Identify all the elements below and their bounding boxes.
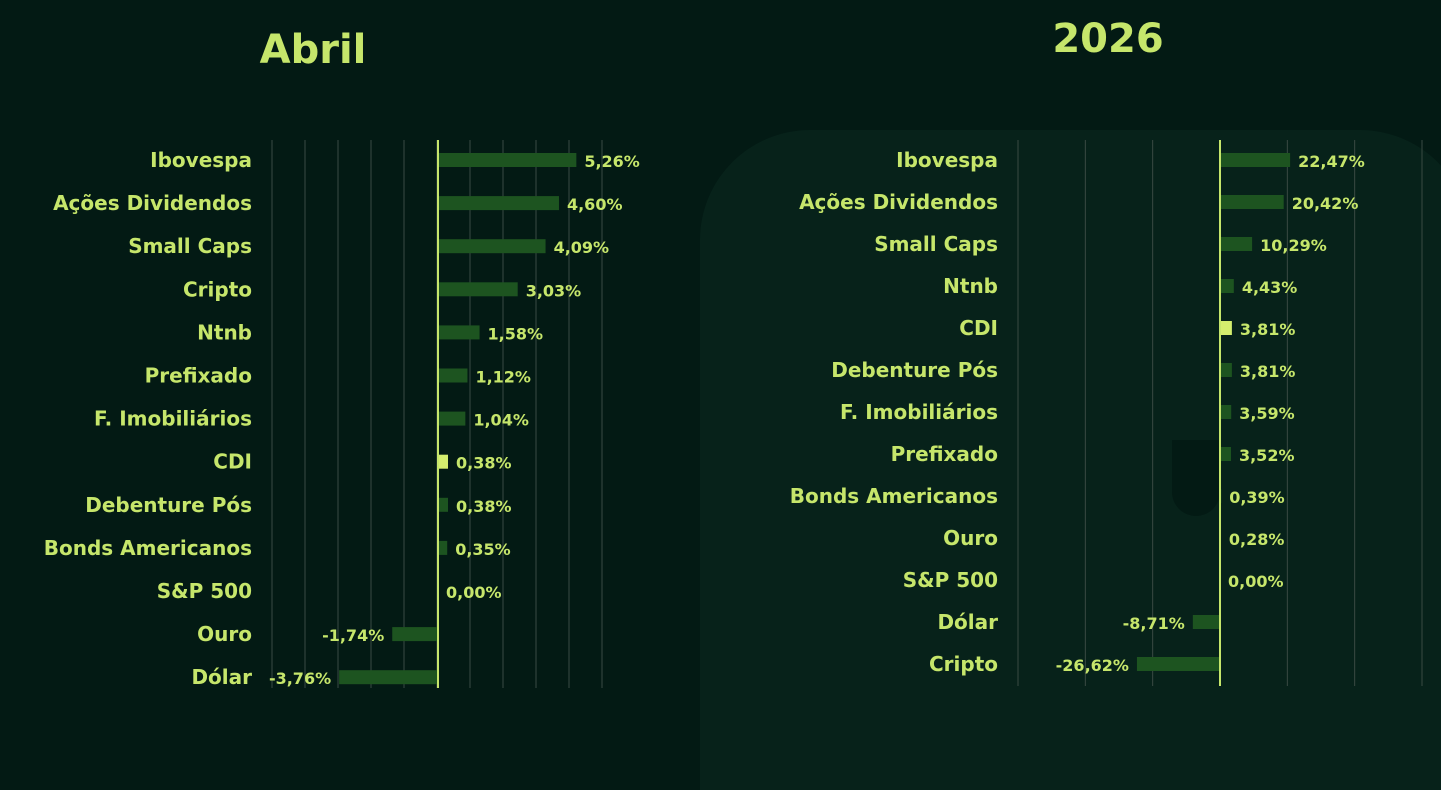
value-label: 0,00% [1228,572,1284,591]
category-label: Dólar [191,665,252,689]
category-label: Ações Dividendos [799,190,998,214]
chart-title-abril: Abril [260,27,367,73]
value-label: 4,09% [554,238,610,257]
charts-canvas: Abril 2026 Ibovespa 5,26% Ações Dividendos… [44,16,1423,689]
category-label: Ações Dividendos [53,191,252,215]
value-label: -1,74% [322,626,384,645]
category-label: Ntnb [197,320,252,344]
category-label: Ouro [943,526,998,550]
bar-ntnb [438,325,480,340]
value-label: 1,04% [473,411,529,430]
category-label: Ibovespa [150,148,252,172]
background-shape [700,130,1441,790]
value-label: 22,47% [1298,152,1365,171]
category-label: Ntnb [943,274,998,298]
category-label: F. Imobiliários [840,400,998,424]
value-label: 20,42% [1292,194,1359,213]
bar-ouro [392,627,438,642]
value-label: 4,43% [1242,278,1298,297]
value-label: 4,60% [567,195,623,214]
bar-a-es-dividendos [438,196,559,211]
bar-cripto [1136,657,1220,671]
value-label: -26,62% [1056,656,1129,675]
category-label: Cripto [183,277,252,301]
bar-cripto [438,282,518,297]
bar-a-es-dividendos [1220,195,1284,209]
value-label: 3,81% [1240,320,1296,339]
category-label: Small Caps [874,232,998,256]
value-label: -3,76% [269,669,331,688]
bar-d-lar [339,670,438,685]
bar-cdi [1220,321,1232,335]
value-label: 3,03% [526,281,582,300]
bar-chart-2026: Ibovespa 22,47% Ações Dividendos 20,42% Smal… [790,140,1423,686]
value-label: 3,81% [1240,362,1296,381]
category-label: CDI [959,316,998,340]
category-label: S&P 500 [903,568,998,592]
value-label: 5,26% [584,152,640,171]
bar-debenture-p-s [1220,363,1232,377]
category-label: S&P 500 [157,579,252,603]
value-label: 0,38% [456,454,512,473]
bar-cdi [438,454,448,469]
bar-d-lar [1192,615,1220,629]
value-label: 10,29% [1260,236,1327,255]
category-label: Debenture Pós [85,493,252,517]
category-label: CDI [213,450,252,474]
bar-f-imobili-rios [1220,405,1232,419]
bar-small-caps [1220,237,1253,251]
bar-small-caps [438,239,546,254]
category-label: Prefixado [891,442,998,466]
category-label: Bonds Americanos [790,484,998,508]
category-label: Ibovespa [896,148,998,172]
value-label: 3,52% [1239,446,1295,465]
category-label: Dólar [937,610,998,634]
background-notch [1172,440,1220,516]
value-label: 0,35% [455,540,511,559]
bar-prefixado [1220,447,1231,461]
value-label: 3,59% [1239,404,1295,423]
category-label: Small Caps [128,234,252,258]
chart-title-2026: 2026 [1052,16,1163,62]
category-label: Ouro [197,622,252,646]
category-label: F. Imobiliários [94,407,252,431]
bar-bonds-americanos [438,540,448,555]
bar-f-imobili-rios [438,411,466,426]
value-label: -8,71% [1123,614,1185,633]
bar-chart-abril: Ibovespa 5,26% Ações Dividendos 4,60% Small … [44,140,640,689]
bar-prefixado [438,368,468,383]
category-label: Prefixado [145,364,252,388]
value-label: 1,58% [488,324,544,343]
category-label: Bonds Americanos [44,536,252,560]
value-label: 0,38% [456,497,512,516]
value-label: 0,00% [446,583,502,602]
value-label: 0,39% [1229,488,1285,507]
bar-ibovespa [438,153,577,167]
category-label: Cripto [929,652,998,676]
value-label: 1,12% [475,368,531,387]
value-label: 0,28% [1229,530,1285,549]
bar-debenture-p-s [438,497,448,512]
bar-ntnb [1220,279,1234,293]
bar-ibovespa [1220,153,1291,167]
category-label: Debenture Pós [831,358,998,382]
